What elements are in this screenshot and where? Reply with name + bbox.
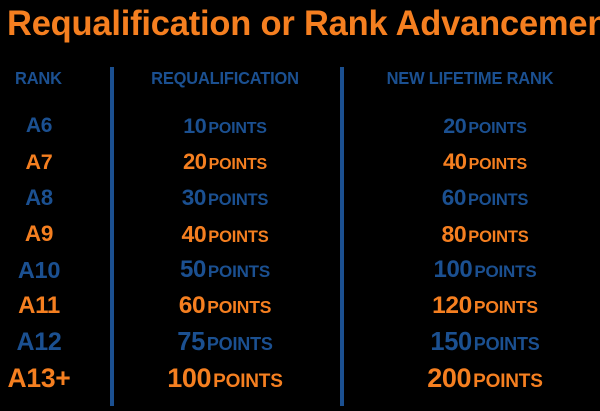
new-lifetime-rank-cell-value: 200 [427, 363, 472, 393]
requalification-cell-unit: POINTS [208, 228, 269, 246]
table-row: A8 30 POINTS 60 POINTS [0, 180, 600, 216]
new-lifetime-rank-cell-value: 80 [441, 221, 467, 247]
page-title: Requalification or Rank Advancement [7, 4, 600, 43]
table-header-row: RANK REQUALIFICATION NEW LIFETIME RANK [0, 63, 600, 93]
column-header-rank: RANK [15, 68, 62, 88]
requalification-cell-value: 75 [177, 328, 205, 356]
rank-cell: A10 [17, 257, 61, 283]
requalification-cell: 20 POINTS [110, 144, 340, 180]
requalification-cell-unit: POINTS [206, 334, 273, 354]
new-lifetime-rank-cell-unit: POINTS [468, 191, 529, 209]
column-header-requalification: REQUALIFICATION [151, 68, 299, 88]
column-divider-1 [110, 67, 114, 406]
new-lifetime-rank-cell: 60 POINTS [340, 180, 600, 216]
new-lifetime-rank-cell: 40 POINTS [340, 144, 600, 180]
requalification-cell: 100 POINTS [110, 360, 340, 396]
new-lifetime-rank-cell-value: 40 [442, 149, 467, 174]
table-row: A11 60 POINTS 120 POINTS [0, 288, 600, 324]
requalification-cell-unit: POINTS [213, 371, 283, 392]
new-lifetime-rank-cell: 150 POINTS [340, 324, 600, 360]
column-header-new-lifetime-rank: NEW LIFETIME RANK [386, 68, 554, 88]
requalification-cell-value: 10 [183, 114, 207, 138]
new-lifetime-rank-cell: 20 POINTS [340, 108, 600, 144]
table-row: A13+ 100 POINTS 200 POINTS [0, 360, 600, 396]
rank-cell: A8 [25, 185, 53, 210]
requalification-cell: 10 POINTS [110, 108, 340, 144]
new-lifetime-rank-cell-value: 60 [441, 185, 467, 210]
table-row: A7 20 POINTS 40 POINTS [0, 144, 600, 180]
requalification-cell-unit: POINTS [208, 191, 269, 209]
new-lifetime-rank-cell-unit: POINTS [473, 297, 538, 317]
rank-cell: A7 [25, 150, 53, 174]
new-lifetime-rank-cell-value: 100 [433, 256, 473, 283]
new-lifetime-rank-cell-unit: POINTS [473, 334, 540, 354]
requalification-cell-value: 40 [181, 221, 207, 247]
requalification-cell-value: 50 [180, 256, 206, 283]
requalification-cell: 60 POINTS [110, 288, 340, 324]
new-lifetime-rank-cell: 120 POINTS [340, 288, 600, 324]
new-lifetime-rank-cell-unit: POINTS [473, 371, 543, 392]
requalification-cell-unit: POINTS [207, 262, 270, 281]
rank-cell: A13+ [7, 363, 71, 393]
requalification-cell: 50 POINTS [110, 252, 340, 288]
column-divider-2 [340, 67, 344, 406]
new-lifetime-rank-cell-unit: POINTS [474, 262, 537, 281]
new-lifetime-rank-cell-unit: POINTS [468, 156, 528, 173]
rank-cell: A12 [16, 328, 62, 356]
rank-cell: A11 [18, 292, 60, 319]
requalification-cell-value: 60 [178, 292, 206, 319]
new-lifetime-rank-cell-unit: POINTS [468, 228, 529, 246]
new-lifetime-rank-cell: 100 POINTS [340, 252, 600, 288]
table-row: A9 40 POINTS 80 POINTS [0, 216, 600, 252]
rank-cell: A6 [25, 114, 53, 137]
new-lifetime-rank-cell-value: 120 [432, 292, 472, 319]
table-row: A10 50 POINTS 100 POINTS [0, 252, 600, 288]
requalification-cell-value: 30 [181, 185, 207, 210]
requalification-cell: 40 POINTS [110, 216, 340, 252]
requalification-cell-value: 20 [182, 149, 207, 174]
table-body: A6 10 POINTS 20 POINTS A7 20 POINTS 40 POINTS A8 30… [0, 108, 600, 396]
rank-cell: A9 [24, 221, 54, 246]
new-lifetime-rank-cell-value: 20 [443, 114, 467, 138]
requalification-cell: 30 POINTS [110, 180, 340, 216]
new-lifetime-rank-cell: 200 POINTS [340, 360, 600, 396]
new-lifetime-rank-cell: 80 POINTS [340, 216, 600, 252]
new-lifetime-rank-cell-value: 150 [430, 328, 472, 356]
requalification-cell: 75 POINTS [110, 324, 340, 360]
requalification-cell-value: 100 [167, 363, 212, 393]
table-row: A12 75 POINTS 150 POINTS [0, 324, 600, 360]
requalification-cell-unit: POINTS [207, 297, 272, 317]
new-lifetime-rank-cell-unit: POINTS [468, 120, 527, 137]
table-row: A6 10 POINTS 20 POINTS [0, 108, 600, 144]
requalification-cell-unit: POINTS [208, 156, 268, 173]
requalification-cell-unit: POINTS [208, 120, 267, 137]
